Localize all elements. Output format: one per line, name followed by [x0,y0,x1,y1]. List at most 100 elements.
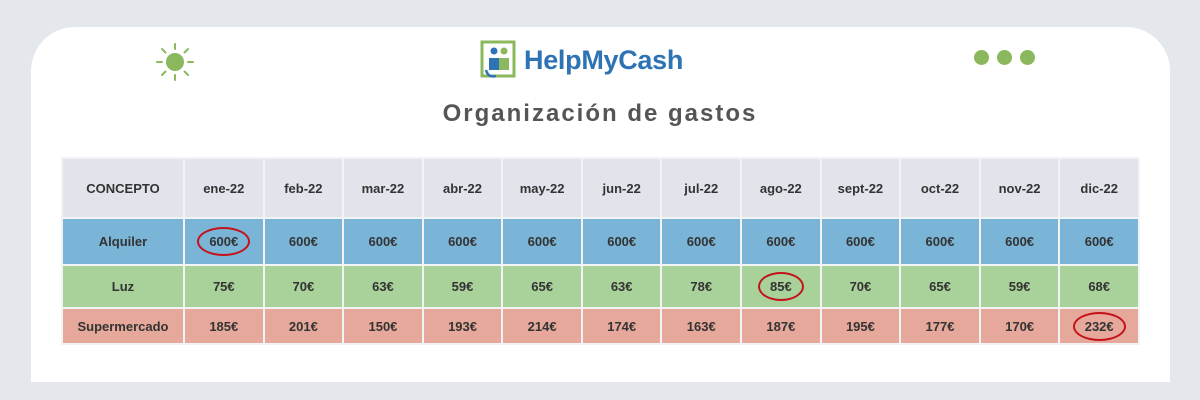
value-cell: 600€ [185,219,263,264]
value-cell: 600€ [1060,219,1138,264]
value-text: 70€ [292,279,315,294]
value-cell: 85€ [742,266,820,307]
header-cell-month: oct-22 [901,159,979,217]
header-cell-month: abr-22 [423,159,502,217]
value-text: 195€ [845,318,875,334]
value-cell: 600€ [980,219,1059,264]
value-text: 201€ [288,318,318,334]
value-cell: 63€ [344,266,422,307]
table-row: Luz 75€ 70€ 63€ 59€ 65€ 63€ 78€ 85€ 70€ 65€ 59€ 68€ [63,266,1138,307]
value-cell: 600€ [582,219,661,264]
value-cell: 65€ [503,266,581,307]
value-cell: 195€ [821,309,900,343]
brand-name: HelpMyCash [524,44,684,75]
value-cell: 600€ [344,219,422,264]
value-text: 600€ [368,234,398,249]
value-text: 600€ [448,234,477,249]
value-text: 65€ [929,279,951,294]
value-text: 187€ [766,318,796,334]
value-text: 68€ [1088,279,1111,294]
value-cell: 70€ [821,266,900,307]
value-text: 174€ [607,318,637,334]
value-text: 193€ [448,318,477,334]
value-text: 78€ [690,279,713,294]
value-text: 63€ [610,279,633,294]
value-text: 600€ [1084,234,1114,249]
dot [1020,50,1035,65]
value-cell: 150€ [344,309,422,343]
value-cell: 59€ [423,266,502,307]
header-cell-concept: CONCEPTO [63,159,183,217]
value-text: 600€ [527,234,557,249]
value-cell: 600€ [742,219,820,264]
concept-cell: Supermercado [63,309,183,343]
value-cell: 600€ [662,219,741,264]
dot [974,50,989,65]
value-text: 75€ [212,279,235,294]
value-text: 63€ [372,279,394,294]
page-title: Organización de gastos [442,100,758,127]
highlighted-value: 85€ [757,272,804,301]
value-cell: 600€ [901,219,979,264]
concept-cell: Alquiler [63,219,183,264]
value-text: 214€ [527,318,557,334]
header-cell-month: nov-22 [980,159,1059,217]
header-cell-month: ene-22 [185,159,263,217]
value-cell: 193€ [423,309,502,343]
value-cell: 170€ [980,309,1059,343]
value-text: 600€ [925,234,955,249]
value-cell: 600€ [821,219,900,264]
brand-logo: HelpMyCash [480,40,683,80]
header-cell-month: feb-22 [264,159,343,217]
value-text: 163€ [686,318,716,334]
header-cell-month: mar-22 [344,159,422,217]
header-cell-month: sept-22 [821,159,900,217]
header-cell-month: may-22 [503,159,581,217]
value-text: 59€ [451,279,474,294]
value-cell: 174€ [582,309,661,343]
value-text: 600€ [766,234,796,249]
value-text: 177€ [925,318,955,334]
value-text: 150€ [368,318,398,334]
table-row: Supermercado 185€ 201€ 150€ 193€ 214€ 174€ 163€… [63,309,1138,343]
value-cell: 187€ [742,309,820,343]
value-text: 70€ [849,279,872,294]
dots-icon [974,50,1035,65]
value-cell: 75€ [185,266,263,307]
value-cell: 600€ [264,219,343,264]
value-cell: 177€ [901,309,979,343]
value-cell: 70€ [264,266,343,307]
value-cell: 201€ [264,309,343,343]
value-text: 600€ [288,234,318,249]
value-text: 600€ [1005,234,1035,249]
value-cell: 600€ [423,219,502,264]
sun-icon [156,43,194,81]
value-text: 600€ [686,234,716,249]
dot [997,50,1012,65]
header-cell-month: dic-22 [1060,159,1138,217]
value-text: 600€ [607,234,637,249]
helpmycash-logo-icon [480,40,516,78]
value-cell: 214€ [503,309,581,343]
header-cell-month: jul-22 [662,159,741,217]
value-cell: 59€ [980,266,1059,307]
value-text: 59€ [1008,279,1031,294]
concept-cell: Luz [63,266,183,307]
value-cell: 232€ [1060,309,1138,343]
value-cell: 68€ [1060,266,1138,307]
value-text: 185€ [209,318,239,334]
header-cell-month: ago-22 [742,159,820,217]
highlighted-value: 232€ [1072,311,1126,341]
table-row: Alquiler 600€ 600€ 600€ 600€ 600€ 600€ 600€ 600€… [63,219,1138,264]
value-cell: 78€ [662,266,741,307]
value-text: 65€ [531,279,553,294]
header-cell-month: jun-22 [582,159,661,217]
expenses-table: CONCEPTO ene-22 feb-22 mar-22 abr-22 may-22 ju… [61,157,1140,345]
value-cell: 185€ [185,309,263,343]
value-cell: 65€ [901,266,979,307]
highlighted-value: 600€ [197,227,251,256]
value-cell: 600€ [503,219,581,264]
value-cell: 63€ [582,266,661,307]
table-header-row: CONCEPTO ene-22 feb-22 mar-22 abr-22 may-22 ju… [63,159,1138,217]
value-text: 600€ [845,234,875,249]
